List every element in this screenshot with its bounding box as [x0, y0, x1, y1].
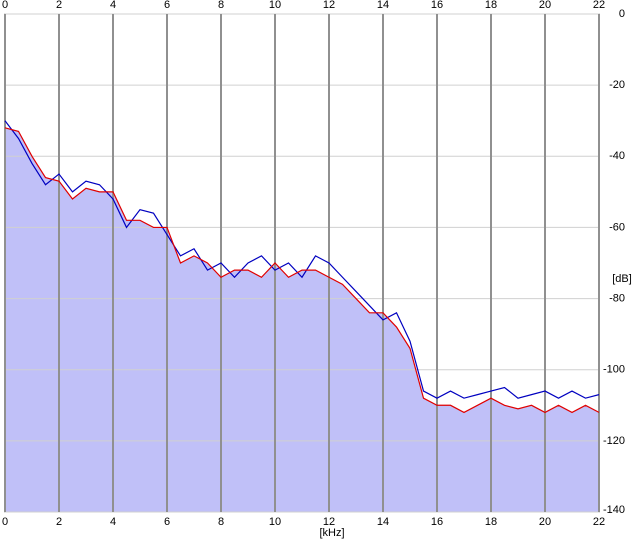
y-tick-label: -80	[609, 292, 625, 304]
y-tick-label: -100	[603, 364, 625, 376]
x-tick-label: 16	[431, 516, 443, 528]
y-tick-label: -120	[603, 435, 625, 447]
line	[4, 120, 600, 399]
x-tick-label-top: 14	[377, 0, 389, 11]
x-tick-label: 8	[218, 516, 224, 528]
x-axis-label: [kHz]	[319, 527, 344, 539]
x-tick-label-top: 16	[431, 0, 443, 11]
x-tick-label-top: 20	[539, 0, 551, 11]
x-tick-label: 18	[485, 516, 497, 528]
x-tick-label-top: 22	[593, 0, 605, 11]
x-tick-label: 0	[2, 516, 8, 528]
y-axis-label: [dB]	[612, 273, 632, 285]
x-tick-label-top: 0	[2, 0, 8, 11]
x-tick-label: 12	[323, 516, 335, 528]
x-tick-label-top: 8	[218, 0, 224, 11]
y-tick-label: -20	[609, 79, 625, 91]
y-tick-label: -40	[609, 150, 625, 162]
y-tick-label: -60	[609, 221, 625, 233]
area-fill	[5, 127, 599, 512]
x-tick-label-top: 6	[164, 0, 170, 11]
x-tick-label-top: 12	[323, 0, 335, 11]
x-tick-label: 6	[164, 516, 170, 528]
y-tick-label: 0	[619, 8, 625, 20]
x-tick-label: 22	[593, 516, 605, 528]
x-tick-label-top: 18	[485, 0, 497, 11]
x-tick-label-top: 10	[269, 0, 281, 11]
x-tick-label: 20	[539, 516, 551, 528]
x-tick-label: 10	[269, 516, 281, 528]
x-tick-label-top: 2	[56, 0, 62, 11]
line	[4, 127, 600, 414]
x-tick-label: 4	[110, 516, 116, 528]
y-tick-label: -140	[603, 504, 625, 516]
x-tick-label: 14	[377, 516, 389, 528]
x-tick-label: 2	[56, 516, 62, 528]
x-tick-label-top: 4	[110, 0, 116, 11]
